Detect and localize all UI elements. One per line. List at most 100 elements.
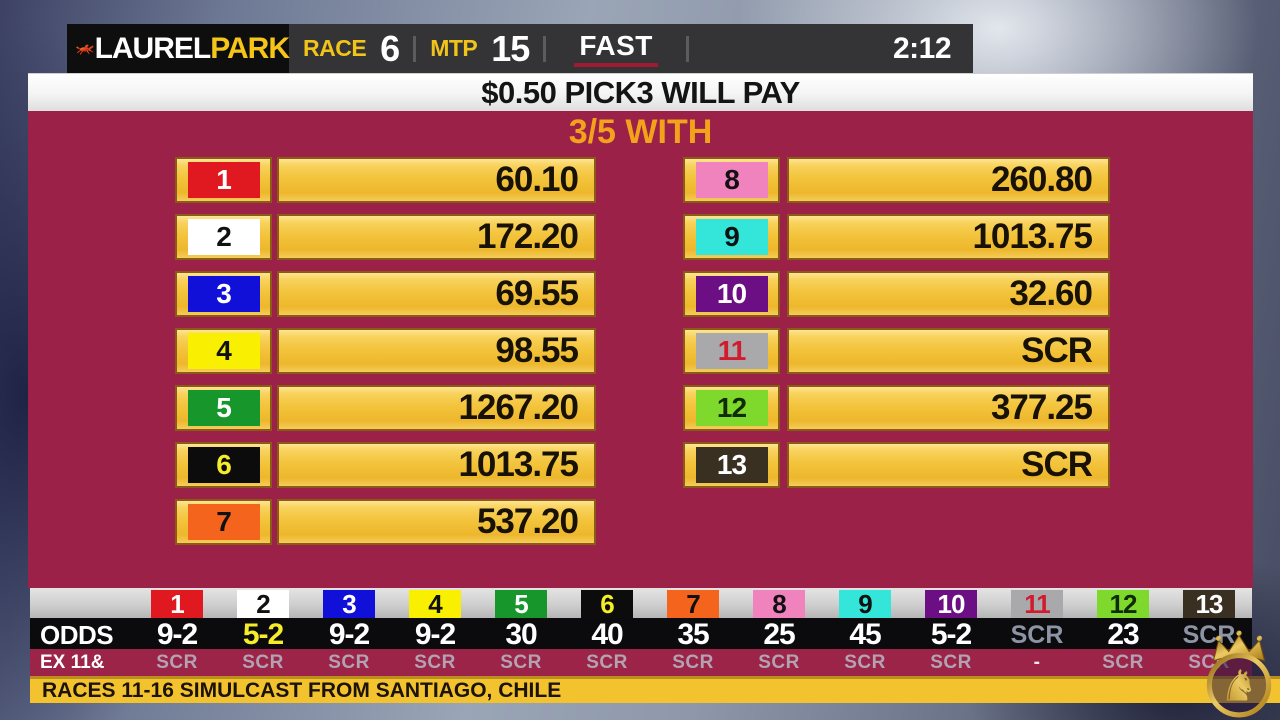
odds-row-label: ODDS	[40, 619, 114, 650]
saddle-cloth-1: 1	[187, 162, 260, 198]
top-info-bar: LAURELPARK RACE 6 MTP 15 FAST 2:12	[67, 24, 973, 73]
odds-3: 9-2	[328, 618, 370, 651]
ex-12: SCR	[1102, 651, 1144, 673]
strip-cloth-9: 9	[839, 589, 891, 619]
odds-2: 5-2	[242, 618, 284, 651]
pick3-banner: $0.50 PICK3 WILL PAY	[28, 73, 1253, 111]
odds-11: SCR	[1010, 620, 1064, 649]
race-label: RACE	[303, 35, 367, 61]
strip-cloth-13: 13	[1183, 589, 1235, 619]
payout-value-5: 1267.20	[277, 385, 596, 431]
strip-cloth-11: 11	[1011, 589, 1063, 619]
odds-board: 1 2 3 4 5 6 7 8 9 10 11 12 13 ODDS 9-2 5…	[30, 588, 1252, 676]
strip-cloth-8: 8	[753, 589, 805, 619]
payout-row: 11 SCR	[28, 328, 1253, 374]
track-condition: FAST	[574, 30, 658, 67]
odds-5: 30	[505, 618, 537, 651]
racing-horse-icon	[76, 44, 94, 55]
payout-row: 6 1013.75	[28, 442, 1253, 488]
divider	[685, 35, 689, 62]
odds-8: 25	[763, 618, 795, 651]
divider	[413, 35, 417, 62]
saddle-cloth-10: 10	[695, 276, 768, 312]
saddle-cloth-9: 9	[695, 219, 768, 255]
strip-cloth-3: 3	[323, 589, 375, 619]
payout-value-3: 69.55	[277, 271, 596, 317]
payout-value-9: 1013.75	[787, 214, 1110, 260]
odds-7: 35	[677, 618, 709, 651]
odds-13: SCR	[1182, 620, 1236, 649]
track-logo: LAURELPARK	[67, 24, 290, 73]
payout-value-10: 32.60	[787, 271, 1110, 317]
payout-row: 7 537.20	[28, 499, 1253, 545]
track-name: LAURELPARK	[94, 31, 290, 66]
payout-row: 1 60.10	[28, 157, 1253, 203]
payout-row: 3 69.55	[28, 271, 1253, 317]
svg-text:♞: ♞	[1220, 662, 1258, 712]
payout-row: 5 1267.20	[28, 385, 1253, 431]
exacta-row: EX 11& SCR SCR SCR SCR SCR SCR SCR SCR S…	[30, 649, 1252, 676]
strip-cloth-2: 2	[237, 589, 289, 619]
payout-row: 10 32.60	[28, 271, 1253, 317]
payout-panel: 3/5 WITH 1 60.10 2 172.20 3 69.55 4 98.5…	[28, 111, 1253, 588]
saddle-cloth-5: 5	[187, 390, 260, 426]
payout-value-8: 260.80	[787, 157, 1110, 203]
saddle-cloth-11: 11	[695, 333, 768, 369]
ex-10: SCR	[930, 651, 972, 673]
track-name-secondary: PARK	[210, 31, 290, 65]
saddle-number-strip: 1 2 3 4 5 6 7 8 9 10 11 12 13	[30, 588, 1252, 619]
mtp-value: 15	[491, 27, 530, 69]
strip-spacer	[30, 588, 134, 618]
ex-3: SCR	[328, 651, 370, 673]
strip-cloth-1: 1	[151, 589, 203, 619]
payout-row: 13 SCR	[28, 442, 1253, 488]
payout-value-7: 537.20	[277, 499, 596, 545]
payout-row: 2 172.20	[28, 214, 1253, 260]
saddle-cloth-3: 3	[187, 276, 260, 312]
mtp-label: MTP	[430, 35, 478, 61]
payout-row: 12 377.25	[28, 385, 1253, 431]
ex-7: SCR	[672, 651, 714, 673]
strip-cloth-12: 12	[1097, 589, 1149, 619]
strip-cloth-7: 7	[667, 589, 719, 619]
ex-8: SCR	[758, 651, 800, 673]
payout-row: 9 1013.75	[28, 214, 1253, 260]
strip-cloth-4: 4	[409, 589, 461, 619]
payout-value-1: 60.10	[277, 157, 596, 203]
saddle-cloth-4: 4	[187, 333, 260, 369]
payout-value-11: SCR	[787, 328, 1110, 374]
odds-10: 5-2	[930, 618, 972, 651]
odds-6: 40	[591, 618, 623, 651]
payout-row: 4 98.55	[28, 328, 1253, 374]
ex-2: SCR	[242, 651, 284, 673]
race-number: 6	[380, 27, 400, 69]
crown-horse-watermark-icon: ♞	[1192, 626, 1280, 720]
saddle-cloth-7: 7	[187, 504, 260, 540]
saddle-cloth-2: 2	[187, 219, 260, 255]
payout-value-2: 172.20	[277, 214, 596, 260]
divider	[543, 35, 547, 62]
odds-4: 9-2	[414, 618, 456, 651]
saddle-cloth-8: 8	[695, 162, 768, 198]
payout-value-12: 377.25	[787, 385, 1110, 431]
simulcast-ticker: RACES 11-16 SIMULCAST FROM SANTIAGO, CHI…	[30, 676, 1280, 703]
ex-1: SCR	[156, 651, 198, 673]
saddle-cloth-6: 6	[187, 447, 260, 483]
strip-cloth-5: 5	[495, 589, 547, 619]
exacta-row-label: EX 11&	[40, 651, 105, 673]
ex-11: -	[1033, 651, 1041, 673]
strip-cloth-10: 10	[925, 589, 977, 619]
payout-value-13: SCR	[787, 442, 1110, 488]
odds-12: 23	[1107, 618, 1139, 651]
ex-9: SCR	[844, 651, 886, 673]
saddle-cloth-13: 13	[695, 447, 768, 483]
payout-row: 8 260.80	[28, 157, 1253, 203]
odds-row: ODDS 9-2 5-2 9-2 9-2 30 40 35 25 45 5-2 …	[30, 618, 1252, 651]
track-name-primary: LAUREL	[94, 31, 212, 65]
odds-1: 9-2	[156, 618, 198, 651]
countdown-clock: 2:12	[892, 31, 952, 65]
ex-5: SCR	[500, 651, 542, 673]
ex-6: SCR	[586, 651, 628, 673]
strip-cloth-6: 6	[581, 589, 633, 619]
pick3-selection: 3/5 WITH	[568, 113, 713, 151]
